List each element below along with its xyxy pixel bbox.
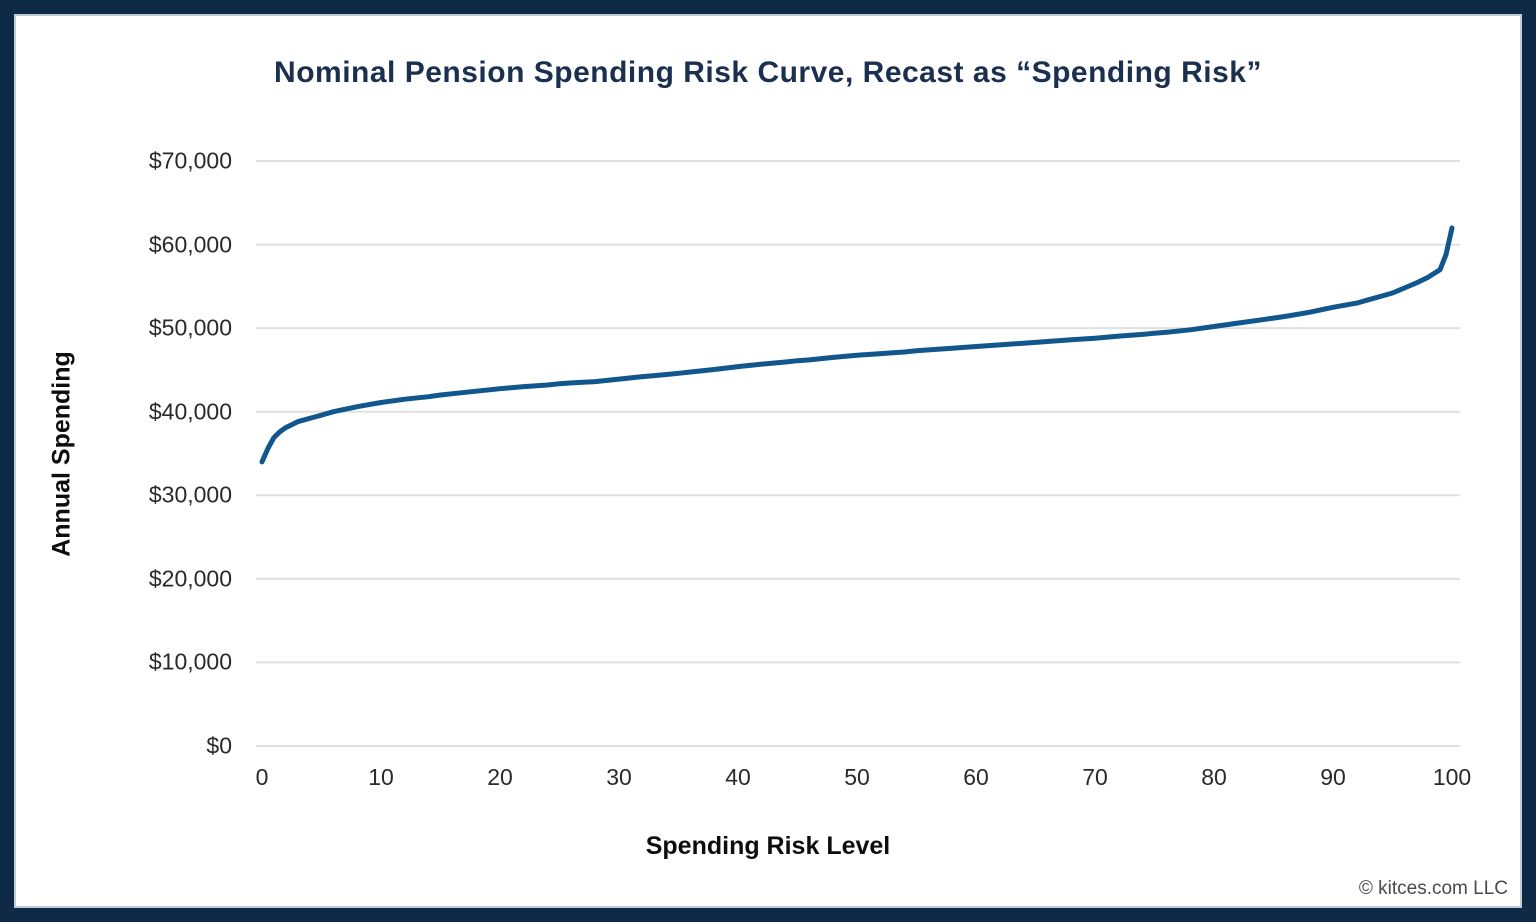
x-tick-label: 60 [963,764,989,790]
y-tick-label: $60,000 [148,231,232,258]
gridlines [256,160,1460,747]
y-tick-label: $40,000 [148,398,232,425]
y-tick-label: $50,000 [148,314,232,341]
x-tick-label: 80 [1201,764,1227,790]
y-tick-label: $20,000 [148,565,232,592]
x-tick-label: 10 [368,764,394,790]
x-tick-label: 50 [844,764,870,790]
spending-curve [259,225,1455,465]
copyright-notice: © kitces.com LLC [1358,878,1508,899]
x-tick-label: 70 [1082,764,1108,790]
y-tick-label: $70,000 [148,147,232,174]
x-tick-label: 30 [606,764,632,790]
y-tick-label: $10,000 [148,648,232,675]
y-tick-label: $0 [206,732,232,759]
y-tick-label: $30,000 [148,481,232,508]
x-tick-label: 40 [725,764,751,790]
x-axis-title: Spending Risk Level [645,832,891,860]
x-tick-label: 0 [255,764,269,790]
x-tick-label: 90 [1320,764,1346,790]
x-tick-label: 100 [1432,764,1472,790]
plot-area [256,160,1460,747]
chart-title: Nominal Pension Spending Risk Curve, Rec… [274,56,1262,89]
y-axis-title: Annual Spending [47,351,76,557]
chart-canvas: Nominal Pension Spending Risk Curve, Rec… [14,14,1522,908]
x-tick-label: 20 [487,764,513,790]
spending-risk-chart [256,160,1460,747]
